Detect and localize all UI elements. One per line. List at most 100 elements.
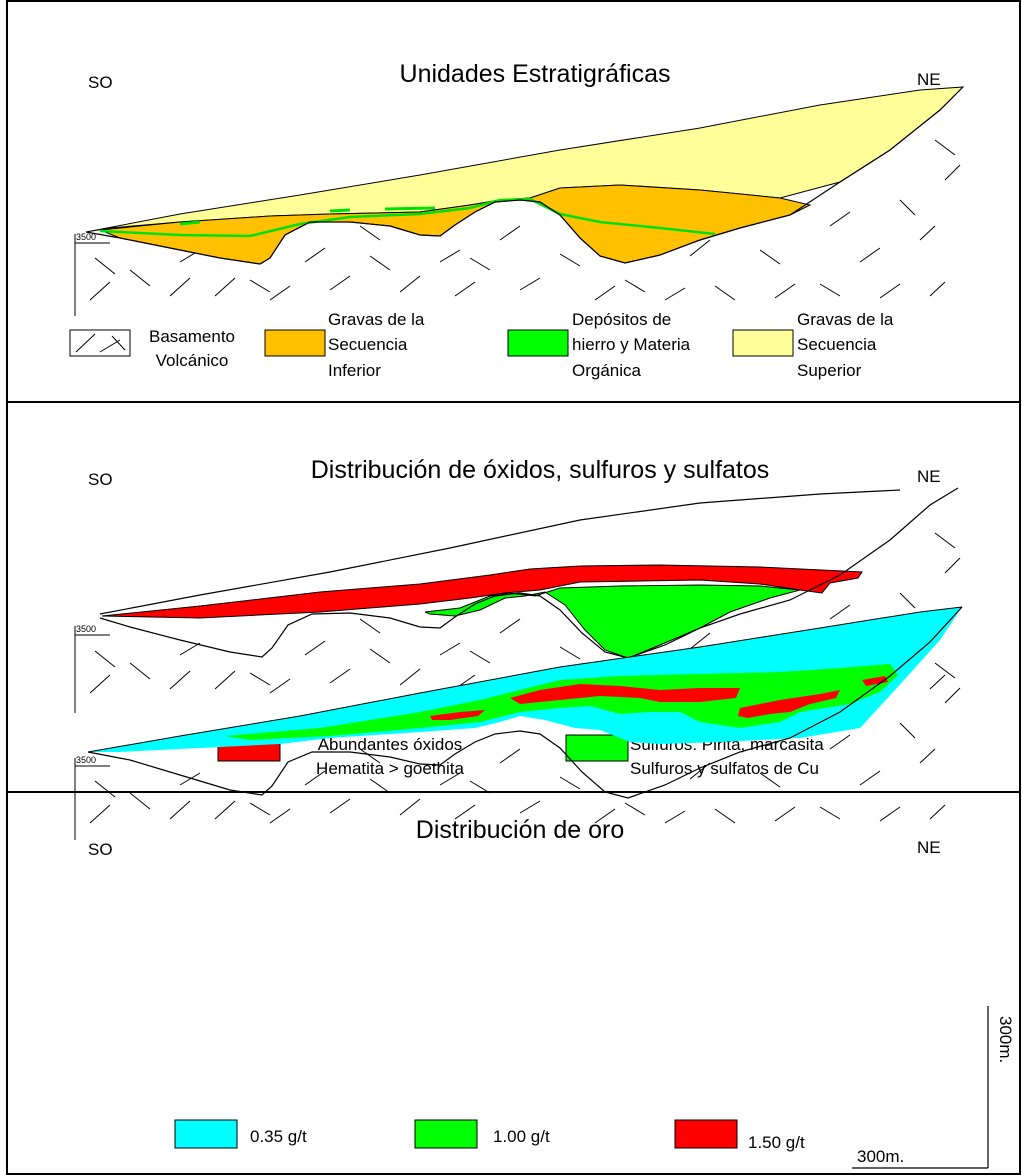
basement-hatch-mark (899, 722, 916, 739)
basement-hatch-mark (439, 642, 461, 656)
basement-hatch-mark (369, 255, 391, 271)
basement-hatch-mark (559, 646, 581, 660)
basement-hatch-mark (94, 650, 116, 668)
basement-hatch-mark (774, 806, 796, 822)
legend-label: Depósitos de (572, 310, 671, 329)
legend-swatch (507, 329, 569, 357)
legend-label: Basamento (149, 327, 235, 346)
direction-northeast: NE (917, 70, 941, 89)
basement-hatch-mark (214, 277, 236, 297)
legend-label: Gravas de la (328, 310, 425, 329)
basement-hatch-mark (304, 640, 326, 656)
basement-hatch-mark (89, 804, 111, 824)
basement-surface (99, 487, 959, 659)
basement-hatch-mark (329, 798, 351, 814)
legend-item-lower-gravels: Gravas de la Secuencia Inferior (264, 310, 425, 380)
basement-surface (87, 606, 963, 799)
basement-hatch-mark (519, 277, 541, 291)
basement-hatch-mark (919, 748, 936, 764)
elevation-label: 3500 (76, 624, 96, 634)
elevation-label: 3500 (76, 755, 96, 765)
basement-hatch-mark (774, 283, 796, 299)
basement-hatch-mark (329, 668, 351, 684)
basement-hatch-mark (129, 662, 151, 680)
basement-hatch-mark (94, 780, 116, 798)
ground-surface (87, 606, 963, 753)
basement-hatch-mark (169, 277, 191, 297)
basement-hatch-mark (89, 674, 111, 694)
basement-hatch-mark (899, 199, 916, 216)
basement-hatch-mark (829, 604, 851, 620)
basement-hatch-mark (929, 804, 946, 820)
direction-southwest: SO (88, 840, 113, 859)
basement-hatch-mark (469, 780, 491, 794)
basement-hatch-mark (944, 557, 961, 574)
basement-hatch-mark (919, 225, 936, 241)
gold-zone-1.50-d (862, 676, 888, 686)
legend-item-upper-gravels: Gravas de la Secuencia Superior (732, 310, 894, 380)
basement-hatch-mark (934, 139, 956, 156)
basement-hatch-mark (689, 239, 711, 257)
legend-item-oxides: Abundantes óxidos Hematita > goethita (217, 734, 464, 778)
basement-hatch-mark (829, 211, 851, 227)
basement-hatch-mark (179, 772, 201, 786)
panel-title: Distribución de oro (416, 816, 624, 844)
panel-title: Unidades Estratigráficas (400, 60, 671, 88)
legend-label: hierro y Materia (572, 335, 691, 354)
basement-hatch-mark (624, 802, 646, 816)
basement-hatch-mark (249, 802, 271, 816)
basement-hatch-mark (129, 792, 151, 810)
gold-zone-1.00 (225, 664, 898, 740)
legend-label: 1.00 g/t (493, 1127, 550, 1146)
direction-southwest: SO (88, 73, 113, 92)
basement-hatch-mark (944, 687, 961, 704)
legend-swatch (264, 329, 326, 357)
basement-hatch (89, 139, 961, 301)
legend-label: Gravas de la (797, 310, 894, 329)
basement-hatch-mark (214, 800, 236, 820)
basement-hatch-mark (359, 225, 381, 241)
legend-swatch (69, 329, 131, 357)
legend-label: Volcánico (156, 351, 229, 370)
panel-oxides-sulfides-sulfates: 3500 Distribución de óxidos, sulfuros y … (74, 456, 961, 778)
basement-hatch-mark (249, 672, 271, 686)
basement-hatch-mark (359, 748, 381, 764)
basement-hatch-mark (359, 618, 381, 634)
basement-hatch-mark (594, 285, 616, 301)
basement-hatch-mark (169, 800, 191, 820)
legend-label: Inferior (328, 361, 381, 380)
basement-hatch-mark (399, 275, 421, 293)
gold-zone-1.50-a (510, 684, 740, 704)
legend-label: 1.50 g/t (748, 1133, 805, 1152)
basement-hatch-mark (899, 592, 916, 609)
scale-horizontal-label: 300m. (857, 1147, 904, 1166)
scale-bar: 300m. 300m. (852, 1006, 1015, 1169)
basement-hatch-mark (879, 806, 901, 822)
basement-hatch-mark (369, 648, 391, 664)
legend-item-basement: Basamento Volcánico (69, 327, 235, 370)
basement-hatch-mark (714, 285, 736, 301)
basement-hatch-mark (249, 279, 271, 293)
basement-hatch-mark (454, 281, 476, 297)
legend-label: Secuencia (328, 335, 408, 354)
basement-hatch-mark (94, 257, 116, 275)
basement-hatch-mark (469, 650, 491, 664)
basement-hatch-mark (714, 808, 736, 824)
basement-hatch-mark (399, 798, 421, 816)
basement-hatch-mark (664, 287, 686, 301)
basement-hatch-mark (269, 678, 291, 694)
basement-hatch-mark (929, 281, 946, 297)
basement-hatch-mark (624, 279, 646, 293)
basement-hatch-mark (454, 804, 476, 820)
outer-frame (6, 0, 1021, 1175)
legend-item-1.50: 1.50 g/t (674, 1119, 805, 1152)
basement-hatch-mark (369, 778, 391, 794)
panel-gold-distribution: 3500 Distribución de oro Distribución de… (74, 606, 1015, 1169)
gold-zone-1.50-c (738, 690, 840, 718)
basement-hatch-mark (129, 269, 151, 287)
direction-southwest: SO (88, 470, 113, 489)
basement-hatch-mark (304, 770, 326, 786)
legend: 0.35 g/t 1.00 g/t 1.50 g/t (174, 1119, 805, 1152)
legend-item-1.00: 1.00 g/t (414, 1119, 550, 1149)
legend: Abundantes óxidos Hematita > goethita Su… (217, 734, 824, 778)
